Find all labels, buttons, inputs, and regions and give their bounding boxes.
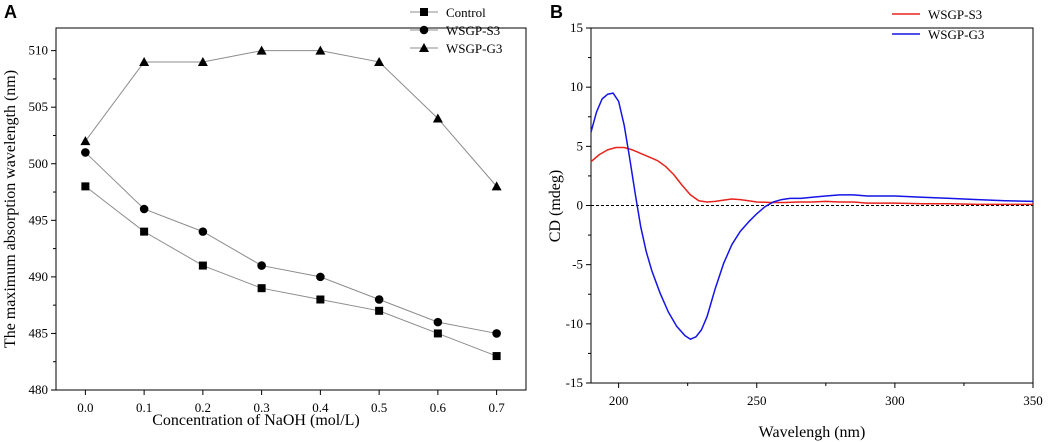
data-point-control [140,227,149,236]
x-tick-label-a: 0.3 [254,400,270,415]
legend-label-a: WSGP-G3 [446,41,502,56]
y-tick-label-b: -10 [566,316,583,331]
x-axis-label-a: Concentration of NaOH (mol/L) [152,412,360,429]
series-line-wsgp-g3 [84,50,498,187]
y-tick-label-a: 500 [29,156,49,171]
data-point-control [198,261,207,270]
y-tick-label-a: 495 [29,212,49,227]
series-group-a [80,45,502,361]
legend-marker-a [420,8,428,16]
y-tick-label-b: 5 [577,138,584,153]
data-point-wsgp-g3 [491,181,502,191]
series-line-control [85,185,497,357]
x-tick-label-a: 0.6 [430,400,447,415]
data-point-wsgp-s3 [198,227,208,236]
data-point-wsgp-g3 [315,45,326,55]
y-tick-label-b: 0 [577,198,584,213]
panel-label-a: A [4,2,17,22]
x-tick-label-a: 0.7 [489,400,506,415]
legend-a: Control WSGP-S3 WSGP-G3 [410,5,502,56]
y-tick-label-a: 490 [29,269,49,284]
y-tick-label-b: 10 [570,79,583,94]
y-tick-label-b: -15 [566,375,583,390]
data-point-wsgp-g3 [374,56,385,66]
y-tick-label-b: 15 [570,20,583,35]
series-group-b [590,92,1034,340]
x-tick-label-a: 0.2 [195,400,211,415]
x-tick-label-b: 300 [885,393,905,408]
data-point-control [81,182,90,191]
plot-frame-a [55,27,527,391]
x-axis-label-b: Wavelengh (nm) [759,424,866,441]
x-tick-label-a: 0.0 [77,400,93,415]
data-point-wsgp-g3 [197,56,208,66]
x-axis-b: 200 250 300 350 [609,383,1043,408]
y-tick-label-a: 505 [29,99,49,114]
data-point-wsgp-g3 [256,45,267,55]
x-tick-label-b: 250 [747,393,767,408]
legend-label-a: Control [446,5,486,20]
data-point-control [316,295,325,304]
data-point-wsgp-g3 [139,56,150,66]
legend-b: WSGP-S3 WSGP-G3 [892,7,984,42]
data-point-wsgp-s3 [374,295,384,304]
legend-marker-a [419,25,429,35]
series-line-wsgp-s3 [85,152,497,334]
y-tick-label-a: 510 [29,43,49,58]
data-point-wsgp-s3 [492,329,501,338]
x-tick-label-a: 0.5 [371,400,387,415]
data-point-wsgp-s3 [316,272,325,282]
data-point-wsgp-s3 [433,317,443,327]
data-point-control [492,352,501,361]
x-tick-label-b: 350 [1023,393,1043,408]
y-axis-a: 480 485 490 495 500 505 510 [29,43,56,397]
y-axis-b: -15 -10 -5 0 5 10 15 [566,20,591,390]
y-tick-label-a: 485 [29,325,49,340]
series-line-wsgp-s3 [590,146,1033,206]
data-point-control [375,306,384,315]
data-point-control [257,284,266,293]
chart-b: B -15 -10 -5 0 5 10 15 200 250 300 350 Wavelengh … [547,2,1043,441]
legend-label-b: WSGP-G3 [928,27,984,42]
data-point-wsgp-s3 [257,261,266,270]
y-axis-label-b: CD (mdeg) [547,170,564,242]
data-point-wsgp-s3 [139,204,149,214]
x-tick-label-b: 200 [609,393,629,408]
y-tick-label-b: -5 [572,257,583,272]
y-tick-label-a: 480 [29,382,49,397]
x-axis-a: 0.0 0.1 0.2 0.3 0.4 0.5 0.6 0.7 [77,390,505,415]
y-axis-label-a: The maximum absorption wavelength (nm) [2,70,19,348]
legend-label-b: WSGP-S3 [928,7,982,22]
x-tick-label-a: 0.4 [312,400,329,415]
panel-label-b: B [550,2,563,22]
data-point-wsgp-g3 [80,136,91,146]
legend-marker-a [419,43,429,52]
data-point-wsgp-g3 [432,113,443,123]
legend-label-a: WSGP-S3 [446,23,500,38]
series-line-wsgp-g3 [590,92,1034,340]
x-tick-label-a: 0.1 [136,400,152,415]
data-point-wsgp-s3 [81,148,90,157]
data-point-control [433,329,442,338]
